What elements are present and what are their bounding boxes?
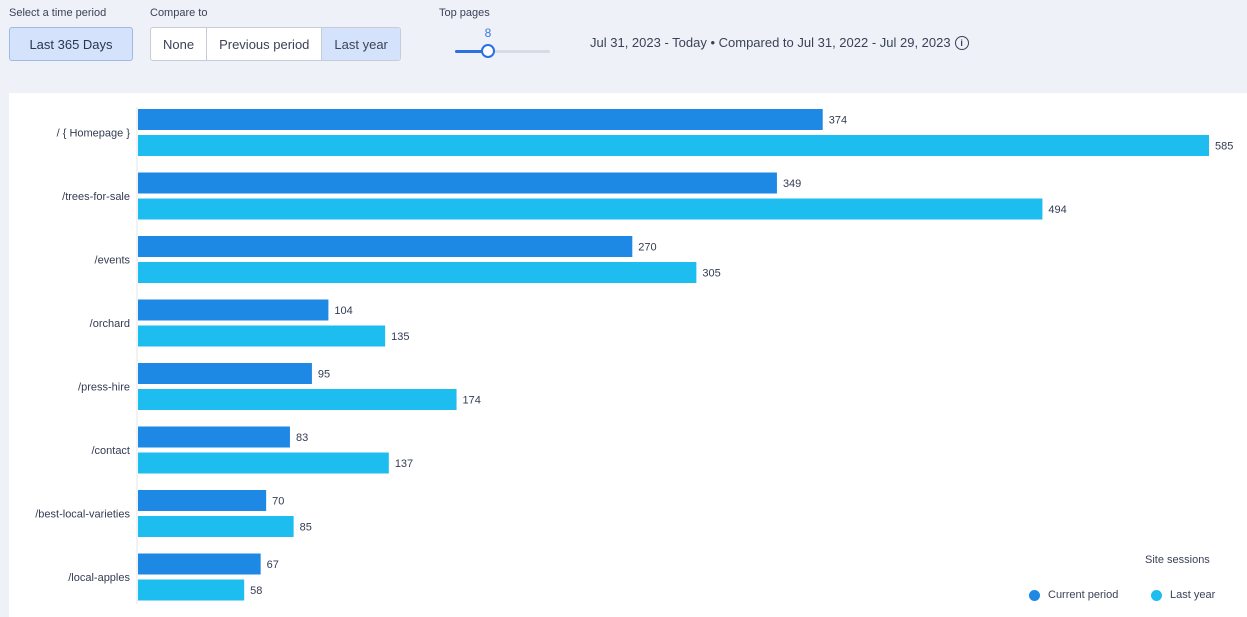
category-label-homepage: / { Homepage }	[57, 128, 131, 140]
bar-value-label: 137	[395, 458, 413, 470]
compare-to-label: Compare to	[150, 7, 208, 19]
bar-value-label: 70	[272, 496, 284, 508]
bar-current-period-orchard[interactable]	[138, 299, 329, 321]
legend-title: Site sessions	[1145, 554, 1210, 566]
category-label-orchard: /orchard	[90, 318, 130, 330]
bar-value-label: 85	[300, 522, 312, 534]
top-pages-slider-track[interactable]	[455, 50, 550, 53]
legend-item-last-year: Last year	[1151, 589, 1215, 601]
bar-last-year-contact[interactable]	[138, 452, 389, 474]
bar-current-period-homepage[interactable]	[138, 109, 823, 130]
category-label-events: /events	[95, 255, 131, 267]
category-label-local-apples: /local-apples	[68, 572, 130, 584]
bar-value-label: 494	[1048, 204, 1066, 216]
bar-value-label: 174	[463, 395, 481, 407]
time-period-label: Select a time period	[9, 7, 107, 19]
bar-current-period-trees-for-sale[interactable]	[138, 172, 777, 194]
time-period-button[interactable]: Last 365 Days	[9, 27, 133, 61]
top-pages-slider-handle[interactable]	[481, 44, 495, 58]
bar-last-year-trees-for-sale[interactable]	[138, 198, 1043, 220]
date-range-summary: Jul 31, 2023 - Today • Compared to Jul 3…	[590, 35, 969, 50]
category-label-best-local-varieties: /best-local-varieties	[35, 509, 130, 521]
top-pages-bar-chart: / { Homepage } 374 585/trees-for-sale 349 49…	[35, 107, 1233, 604]
bar-last-year-orchard[interactable]	[138, 325, 386, 347]
bar-value-label: 67	[267, 559, 279, 571]
legend-dot-last-year	[1151, 589, 1162, 601]
category-label-press-hire: /press-hire	[78, 382, 130, 394]
date-range-text: Jul 31, 2023 - Today • Compared to Jul 3…	[590, 35, 951, 50]
bar-current-period-best-local-varieties[interactable]	[138, 490, 267, 511]
top-pages-slider-fill	[455, 50, 488, 53]
top-pages-value: 8	[484, 26, 492, 40]
top-pages-label: Top pages	[439, 7, 490, 19]
bar-value-label: 349	[783, 178, 801, 190]
bar-last-year-events[interactable]	[138, 262, 697, 283]
bar-value-label: 374	[829, 115, 847, 127]
legend-dot-current	[1029, 589, 1040, 601]
bar-last-year-press-hire[interactable]	[138, 389, 457, 410]
bar-current-period-press-hire[interactable]	[138, 363, 312, 384]
compare-to-segmented-control: None Previous period Last year	[150, 27, 401, 61]
info-icon[interactable]: i	[954, 36, 969, 50]
bar-last-year-local-apples[interactable]	[138, 579, 245, 601]
legend-item-current-period: Current period	[1029, 589, 1118, 601]
bar-value-label: 83	[296, 432, 308, 444]
compare-option-last-year[interactable]: Last year	[322, 28, 400, 60]
bar-current-period-contact[interactable]	[138, 426, 290, 448]
bar-last-year-best-local-varieties[interactable]	[138, 516, 294, 537]
bar-current-period-local-apples[interactable]	[138, 553, 261, 575]
bar-current-period-events[interactable]	[138, 236, 633, 257]
bar-value-label: 58	[250, 585, 262, 597]
legend-label-current: Current period	[1048, 589, 1119, 601]
bar-value-label: 135	[391, 331, 409, 343]
bar-value-label: 104	[334, 305, 352, 317]
bar-value-label: 585	[1215, 141, 1233, 153]
category-label-trees-for-sale: /trees-for-sale	[62, 191, 130, 203]
bar-value-label: 270	[638, 242, 656, 254]
bar-value-label: 95	[318, 369, 330, 381]
bar-value-label: 305	[702, 268, 720, 280]
bar-last-year-homepage[interactable]	[138, 135, 1209, 156]
chart-panel: / { Homepage } 374 585/trees-for-sale 349 49…	[9, 93, 1247, 617]
category-label-contact: /contact	[91, 445, 130, 457]
compare-option-previous-period[interactable]: Previous period	[207, 28, 323, 60]
compare-option-none[interactable]: None	[151, 28, 208, 60]
legend-label-last-year: Last year	[1170, 589, 1216, 601]
